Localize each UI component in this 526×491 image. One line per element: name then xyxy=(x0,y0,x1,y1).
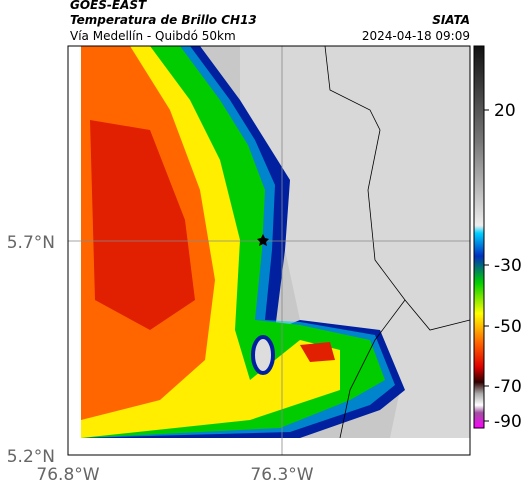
colorbar-tick-label: -70 xyxy=(494,377,522,397)
x-label: 76.3°W xyxy=(250,465,313,485)
colorbar-ticks: 20 -30 -50 -70 -90 xyxy=(484,101,522,432)
y-label: 5.2°N xyxy=(7,447,55,467)
colorbar-tick-label: 20 xyxy=(494,101,516,121)
colorbar-tick-label: -90 xyxy=(494,412,522,432)
x-label: 76.8°W xyxy=(36,465,99,485)
datetime: 2024-04-18 09:09 xyxy=(362,29,470,43)
title: GOES-EAST xyxy=(70,0,147,12)
subtitle: Temperatura de Brillo CH13 xyxy=(70,13,257,27)
colorbar xyxy=(473,45,485,429)
colorbar-tick-label: -30 xyxy=(494,256,522,276)
y-label: 5.7°N xyxy=(7,233,55,253)
satellite-image xyxy=(67,45,471,456)
colorbar-tick-label: -50 xyxy=(494,317,522,337)
location: Vía Medellín - Quibdó 50km xyxy=(70,29,236,43)
source: SIATA xyxy=(432,13,470,27)
